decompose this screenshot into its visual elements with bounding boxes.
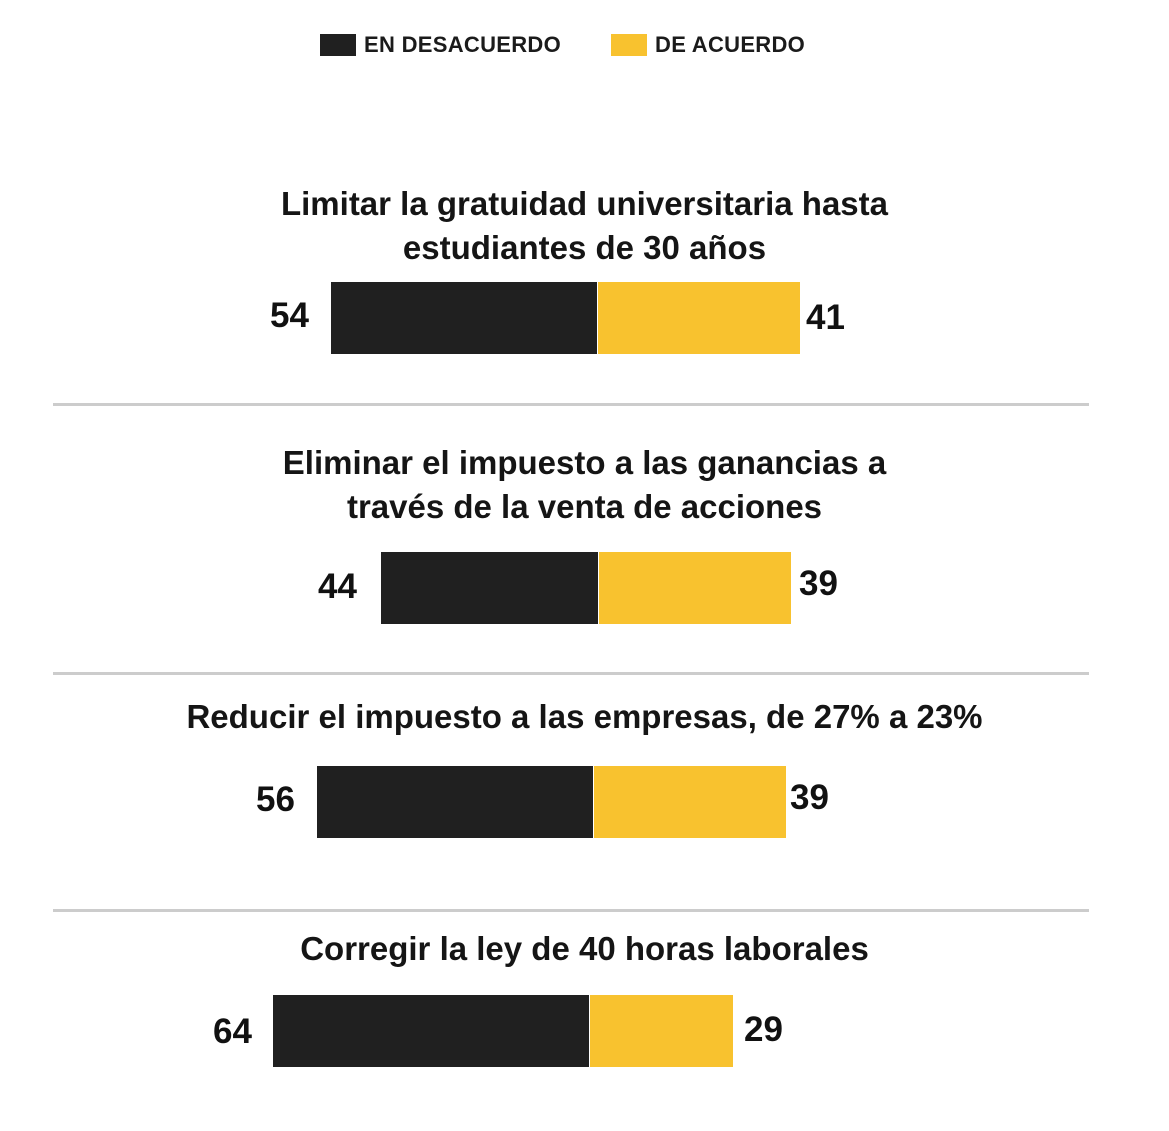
legend-label-agree: DE ACUERDO [655,32,806,57]
value-label-disagree-3: 56 [256,780,295,819]
question-title-1: Limitar la gratuidad universitaria hasta… [0,182,1169,270]
legend-label-disagree: EN DESACUERDO [364,32,562,57]
divider-3 [53,909,1089,912]
chart-legend: EN DESACUERDO DE ACUERDO [0,30,1169,60]
question-title-3: Reducir el impuesto a las empresas, de 2… [0,695,1169,739]
legend-item-disagree: EN DESACUERDO [320,30,561,60]
divider-2 [53,672,1089,675]
bar-agree-4 [590,995,733,1067]
value-label-disagree-2: 44 [318,567,357,606]
value-label-agree-1: 41 [806,298,845,337]
bar-agree-1 [598,282,800,354]
legend-item-agree: DE ACUERDO [611,30,805,60]
question-title-2-line-1: Eliminar el impuesto a las ganancias a [282,444,887,481]
bar-disagree-2 [381,552,598,624]
value-label-agree-4: 29 [744,1010,783,1049]
divider-1 [53,403,1089,406]
value-label-agree-2: 39 [799,564,838,603]
question-title-3-line-1: Reducir el impuesto a las empresas, de 2… [186,698,983,735]
question-title-2-line-2: través de la venta de acciones [346,488,823,525]
bar-agree-3 [594,766,786,838]
question-title-4: Corregir la ley de 40 horas laborales [0,927,1169,971]
question-title-1-line-1: Limitar la gratuidad universitaria hasta [280,185,889,222]
question-title-4-line-1: Corregir la ley de 40 horas laborales [300,930,869,967]
value-label-disagree-1: 54 [270,296,309,335]
question-title-1-line-2: estudiantes de 30 años [402,229,767,266]
value-label-agree-3: 39 [790,778,829,817]
bar-disagree-1 [331,282,597,354]
question-title-2: Eliminar el impuesto a las ganancias a t… [0,441,1169,529]
legend-swatch-disagree [320,34,356,56]
bar-disagree-3 [317,766,593,838]
value-label-disagree-4: 64 [213,1012,252,1051]
bar-agree-2 [599,552,791,624]
legend-swatch-agree [611,34,647,56]
bar-disagree-4 [273,995,589,1067]
